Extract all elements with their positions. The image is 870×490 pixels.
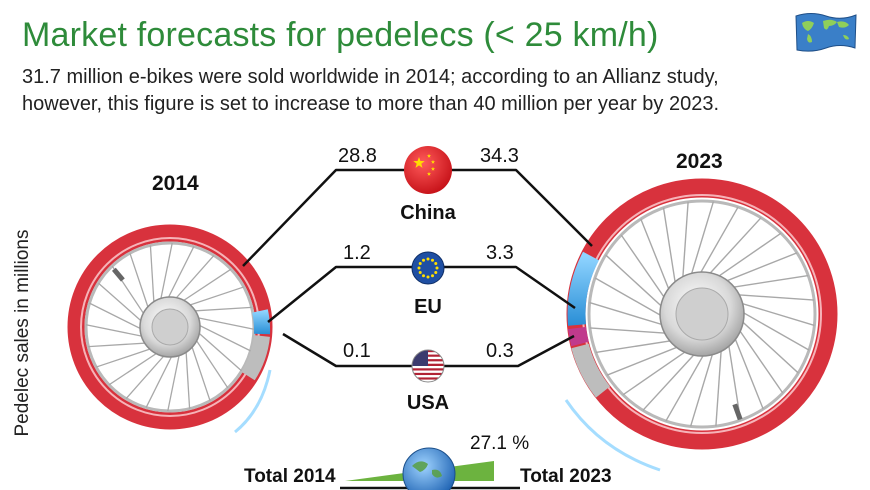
value-label-usa-2014: 0.1 <box>343 340 371 362</box>
segment-eu-2023 <box>567 251 600 326</box>
segment-usa-2023 <box>568 326 589 347</box>
year-label-2023: 2023 <box>676 150 723 173</box>
growth-label: 27.1 % <box>470 433 529 454</box>
value-label-china-2023: 34.3 <box>480 145 519 167</box>
value-label-eu-2014: 1.2 <box>343 242 371 264</box>
country-label-usa: USA <box>407 392 449 414</box>
subtitle: 31.7 million e-bikes were sold worldwide… <box>22 66 720 115</box>
segment-eu-2014 <box>252 309 271 335</box>
total-2023-label: Total 2023 <box>520 466 612 487</box>
value-label-china-2014: 28.8 <box>338 145 377 167</box>
totals-area: Total 2014 Total 2023 27.1 % <box>244 433 612 490</box>
eu-flag-icon <box>411 251 445 285</box>
rim-2014 <box>84 241 256 413</box>
wheel-2014 <box>67 224 273 434</box>
wheel-2023 <box>564 178 838 472</box>
total-2014-label: Total 2014 <box>244 466 336 487</box>
year-label-2014: 2014 <box>152 172 199 195</box>
value-label-eu-2023: 3.3 <box>486 242 514 264</box>
value-label-usa-2023: 0.3 <box>486 340 514 362</box>
page-title: Market forecasts for pedelecs (< 25 km/h… <box>22 16 659 54</box>
country-label-china: China <box>400 202 456 224</box>
segment-usa-2014 <box>241 334 270 381</box>
country-label-eu: EU <box>414 296 442 318</box>
china-flag-icon <box>404 146 452 194</box>
globe-icon <box>402 447 456 490</box>
rim-2023 <box>587 199 817 429</box>
usa-flag-icon <box>411 349 445 383</box>
world-map-flag-icon <box>795 13 857 52</box>
